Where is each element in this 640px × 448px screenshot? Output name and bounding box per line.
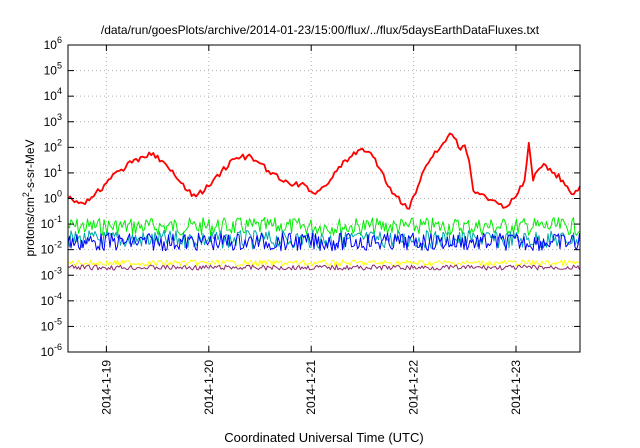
y-tick-exp: 3 [57,112,62,122]
y-axis-label-exp: 2 [21,192,31,197]
x-tick-label: 2014-1-23 [509,360,523,415]
y-tick-label: 101 [44,163,62,180]
series-group [67,132,581,271]
y-tick-label: 10-1 [41,214,62,231]
y-tick-exp: 4 [57,86,62,96]
y-tick-label: 10-4 [41,291,62,308]
y-tick-base: 10 [44,64,58,78]
y-tick-label: 10-2 [41,240,62,257]
y-tick-base: 10 [44,166,58,180]
series-line [67,230,580,249]
y-tick-exp: 2 [57,137,62,147]
x-tick-label: 2014-1-19 [99,360,113,415]
y-tick-label: 10-3 [41,265,62,282]
series-line [67,132,581,210]
y-tick-base: 10 [41,345,55,359]
series-line [67,232,580,252]
y-tick-label: 100 [44,189,62,206]
y-tick-base: 10 [41,243,55,257]
y-tick-exp: -6 [54,342,62,352]
y-tick-label: 105 [44,61,62,78]
y-axis: 10610510410310210110010-110-210-310-410-… [41,35,580,359]
y-tick-label: 10-5 [41,316,62,333]
y-tick-base: 10 [44,89,58,103]
series-line [67,264,580,271]
y-tick-label: 102 [44,137,62,154]
y-tick-exp: 1 [57,163,62,173]
y-tick-label: 106 [44,35,62,52]
y-tick-label: 104 [44,86,62,103]
y-tick-exp: -4 [54,291,62,301]
y-tick-exp: -3 [54,265,62,275]
y-axis-label-main: protons/cm [23,197,37,256]
y-tick-exp: 6 [57,35,62,45]
y-tick-base: 10 [41,268,55,282]
x-tick-label: 2014-1-20 [202,360,216,415]
chart-title: /data/run/goesPlots/archive/2014-01-23/1… [101,23,540,37]
y-axis-label-rest: -s-sr-MeV [23,139,37,192]
series-line [67,217,580,236]
y-tick-base: 10 [44,115,58,129]
y-tick-exp: -2 [54,240,62,250]
x-tick-label: 2014-1-21 [304,360,318,415]
x-tick-label: 2014-1-22 [407,360,421,415]
x-axis: 2014-1-19 2014-1-20 2014-1-21 2014-1-22 2014… [99,45,523,415]
x-axis-label: Coordinated Universal Time (UTC) [224,430,423,445]
y-tick-base: 10 [44,192,58,206]
y-tick-exp: -5 [54,316,62,326]
y-tick-base: 10 [41,294,55,308]
y-tick-exp: 5 [57,61,62,71]
y-tick-label: 103 [44,112,62,129]
y-tick-base: 10 [44,38,58,52]
y-tick-base: 10 [44,140,58,154]
series-line [67,259,580,267]
y-tick-label: 10-6 [41,342,62,359]
y-tick-base: 10 [41,217,55,231]
y-tick-exp: -1 [54,214,62,224]
y-axis-label: protons/cm2-s-sr-MeV [21,139,37,256]
gridlines [68,44,580,353]
y-tick-base: 10 [41,319,55,333]
y-tick-exp: 0 [57,189,62,199]
